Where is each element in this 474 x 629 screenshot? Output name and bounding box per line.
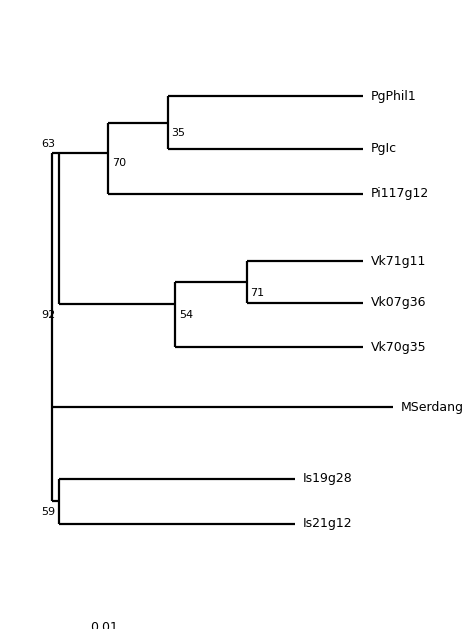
Text: 35: 35 bbox=[172, 128, 186, 138]
Text: Vk70g35: Vk70g35 bbox=[371, 341, 426, 354]
Text: Vk07g36: Vk07g36 bbox=[371, 296, 426, 309]
Text: MSerdang: MSerdang bbox=[401, 401, 464, 414]
Text: PgPhil1: PgPhil1 bbox=[371, 90, 416, 103]
Text: PgIc: PgIc bbox=[371, 142, 397, 155]
Text: Is19g28: Is19g28 bbox=[303, 472, 353, 485]
Text: 71: 71 bbox=[250, 287, 264, 298]
Text: 0.01: 0.01 bbox=[90, 621, 118, 629]
Text: Pi117g12: Pi117g12 bbox=[371, 187, 429, 201]
Text: 92: 92 bbox=[41, 310, 55, 320]
Text: 54: 54 bbox=[179, 310, 193, 320]
Text: 59: 59 bbox=[41, 507, 55, 516]
Text: 63: 63 bbox=[41, 139, 55, 149]
Text: Is21g12: Is21g12 bbox=[303, 517, 353, 530]
Text: 70: 70 bbox=[111, 159, 126, 169]
Text: Vk71g11: Vk71g11 bbox=[371, 255, 426, 268]
